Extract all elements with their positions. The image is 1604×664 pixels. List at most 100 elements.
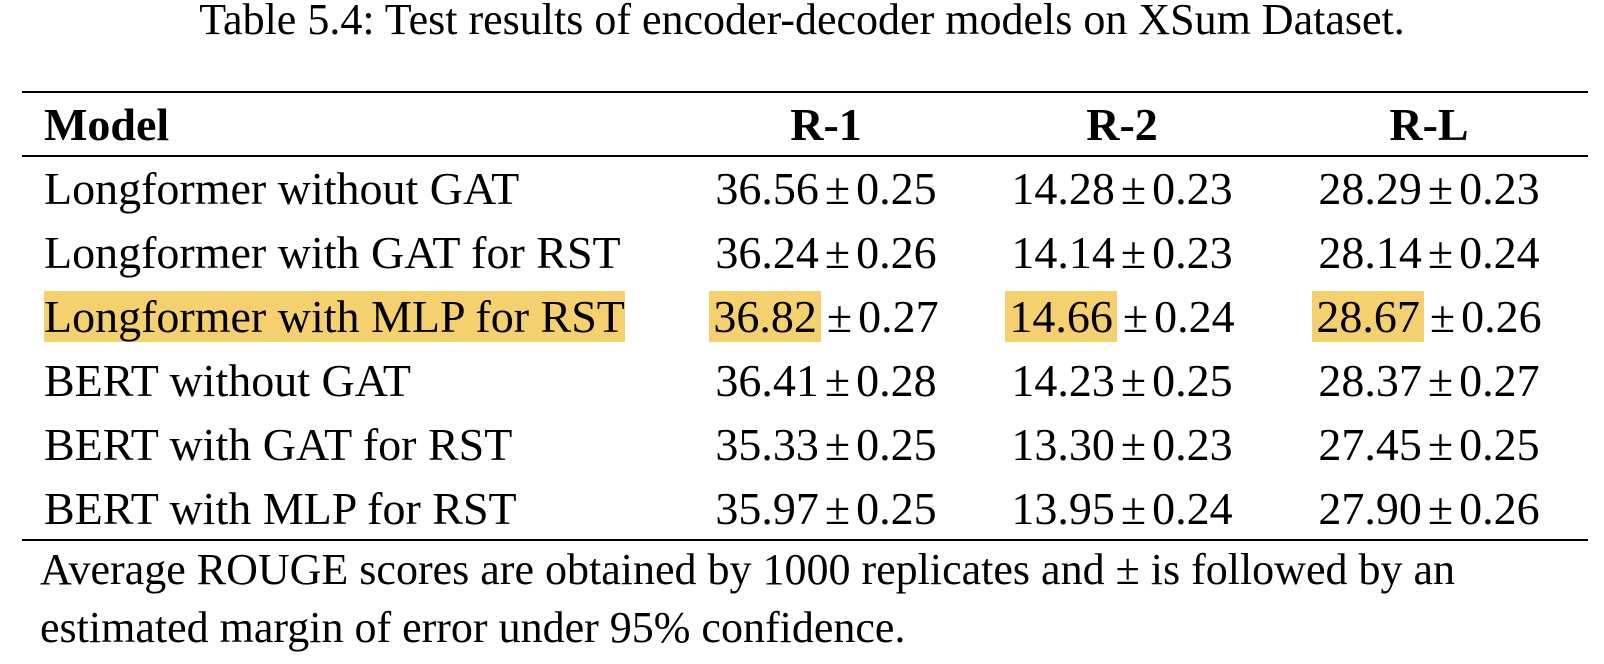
score-mean: 13.30 (1011, 418, 1115, 470)
plus-minus-symbol: ± (1120, 162, 1147, 214)
plus-minus-symbol: ± (826, 290, 853, 342)
score-margin: 0.25 (856, 418, 937, 470)
score-cell-rl: 27.90 ±0.26 (1270, 476, 1588, 540)
score-margin: 0.25 (1152, 354, 1233, 406)
table-body: Longformer without GAT 36.56 ±0.25 14.28 ±0.… (22, 156, 1588, 540)
plus-minus-symbol: ± (824, 354, 851, 406)
score-margin: 0.23 (1152, 418, 1233, 470)
plus-minus-symbol: ± (824, 162, 851, 214)
plus-minus-symbol: ± (1427, 226, 1454, 278)
table-row: Longformer without GAT 36.56 ±0.25 14.28 ±0.… (22, 156, 1588, 220)
score-margin: 0.26 (1459, 482, 1540, 534)
plus-minus-symbol: ± (1122, 290, 1149, 342)
model-name: Longformer without GAT (44, 162, 520, 214)
table-header-rule (22, 155, 1588, 157)
score-margin: 0.25 (856, 482, 937, 534)
score-mean: 28.67 (1312, 290, 1424, 342)
header-r2: R-2 (1086, 98, 1158, 150)
score-margin: 0.28 (856, 354, 937, 406)
model-name: BERT without GAT (44, 354, 411, 406)
plus-minus-symbol: ± (1427, 354, 1454, 406)
table-bottom-rule (22, 539, 1588, 541)
score-cell-rl: 28.67 ±0.26 (1270, 284, 1588, 348)
table-header-row: Model R-1 R-2 R-L (22, 92, 1588, 156)
score-margin: 0.24 (1154, 290, 1235, 342)
score-cell-rl: 28.14 ±0.24 (1270, 220, 1588, 284)
model-name-cell: BERT without GAT (22, 348, 678, 412)
score-cell-rl: 28.37 ±0.27 (1270, 348, 1588, 412)
score-cell-r1: 36.82 ±0.27 (678, 284, 974, 348)
model-name: BERT with GAT for RST (44, 418, 513, 470)
score-mean: 28.29 (1318, 162, 1422, 214)
model-name: Longformer with GAT for RST (44, 226, 621, 278)
score-cell-r1: 35.97 ±0.25 (678, 476, 974, 540)
score-mean: 36.41 (715, 354, 819, 406)
score-margin: 0.26 (856, 226, 937, 278)
plus-minus-symbol: ± (824, 418, 851, 470)
score-mean: 27.45 (1318, 418, 1422, 470)
results-table: Model R-1 R-2 R-L Longformer without GAT… (22, 92, 1588, 540)
plus-minus-symbol: ± (824, 226, 851, 278)
score-cell-rl: 27.45 ±0.25 (1270, 412, 1588, 476)
plus-minus-symbol: ± (1427, 482, 1454, 534)
model-name-cell: Longformer without GAT (22, 156, 678, 220)
table-row: Longformer with MLP for RST 36.82 ±0.27 14.… (22, 284, 1588, 348)
table-row: BERT with MLP for RST 35.97 ±0.25 13.95 ±0.2… (22, 476, 1588, 540)
plus-minus-symbol: ± (1120, 354, 1147, 406)
header-rl: R-L (1389, 98, 1469, 150)
score-margin: 0.23 (1152, 162, 1233, 214)
model-name: BERT with MLP for RST (44, 482, 517, 534)
model-name: Longformer with MLP for RST (44, 290, 625, 342)
score-mean: 14.66 (1005, 290, 1117, 342)
model-name-cell: BERT with GAT for RST (22, 412, 678, 476)
header-model: Model (44, 98, 170, 150)
score-mean: 13.95 (1011, 482, 1115, 534)
plus-minus-symbol: ± (1427, 418, 1454, 470)
model-name-cell: Longformer with GAT for RST (22, 220, 678, 284)
score-mean: 35.97 (715, 482, 819, 534)
score-cell-r2: 14.66 ±0.24 (974, 284, 1270, 348)
score-margin: 0.24 (1459, 226, 1540, 278)
score-cell-r1: 35.33 ±0.25 (678, 412, 974, 476)
table-row: BERT with GAT for RST 35.33 ±0.25 13.30 ±0.2… (22, 412, 1588, 476)
model-name-cell: BERT with MLP for RST (22, 476, 678, 540)
model-name-cell: Longformer with MLP for RST (22, 284, 678, 348)
score-margin: 0.25 (1459, 418, 1540, 470)
score-cell-r2: 13.95 ±0.24 (974, 476, 1270, 540)
plus-minus-symbol: ± (1427, 162, 1454, 214)
table-footnote: Average ROUGE scores are obtained by 100… (40, 545, 1456, 652)
score-mean: 36.24 (715, 226, 819, 278)
header-r1: R-1 (790, 98, 862, 150)
score-mean: 14.14 (1011, 226, 1115, 278)
score-mean: 36.56 (715, 162, 819, 214)
score-cell-r2: 13.30 ±0.23 (974, 412, 1270, 476)
table-row: BERT without GAT 36.41 ±0.28 14.23 ±0.25 28.3… (22, 348, 1588, 412)
table-row: Longformer with GAT for RST 36.24 ±0.26 14.… (22, 220, 1588, 284)
plus-minus-symbol: ± (824, 482, 851, 534)
score-mean: 28.14 (1318, 226, 1422, 278)
plus-minus-symbol: ± (1120, 226, 1147, 278)
score-mean: 14.28 (1011, 162, 1115, 214)
score-cell-r2: 14.14 ±0.23 (974, 220, 1270, 284)
score-cell-r1: 36.41 ±0.28 (678, 348, 974, 412)
score-margin: 0.23 (1459, 162, 1540, 214)
score-cell-rl: 28.29 ±0.23 (1270, 156, 1588, 220)
score-margin: 0.24 (1152, 482, 1233, 534)
plus-minus-symbol: ± (1120, 418, 1147, 470)
score-mean: 14.23 (1011, 354, 1115, 406)
score-cell-r2: 14.23 ±0.25 (974, 348, 1270, 412)
score-margin: 0.25 (856, 162, 937, 214)
score-mean: 36.82 (709, 290, 821, 342)
score-margin: 0.27 (858, 290, 939, 342)
plus-minus-symbol: ± (1429, 290, 1456, 342)
table-top-rule (22, 91, 1588, 93)
plus-minus-symbol: ± (1120, 482, 1147, 534)
score-mean: 27.90 (1318, 482, 1422, 534)
score-margin: 0.27 (1459, 354, 1540, 406)
score-margin: 0.26 (1461, 290, 1542, 342)
score-margin: 0.23 (1152, 226, 1233, 278)
table-caption: Table 5.4: Test results of encoder-decod… (199, 0, 1405, 44)
score-cell-r2: 14.28 ±0.23 (974, 156, 1270, 220)
score-cell-r1: 36.24 ±0.26 (678, 220, 974, 284)
score-mean: 35.33 (715, 418, 819, 470)
